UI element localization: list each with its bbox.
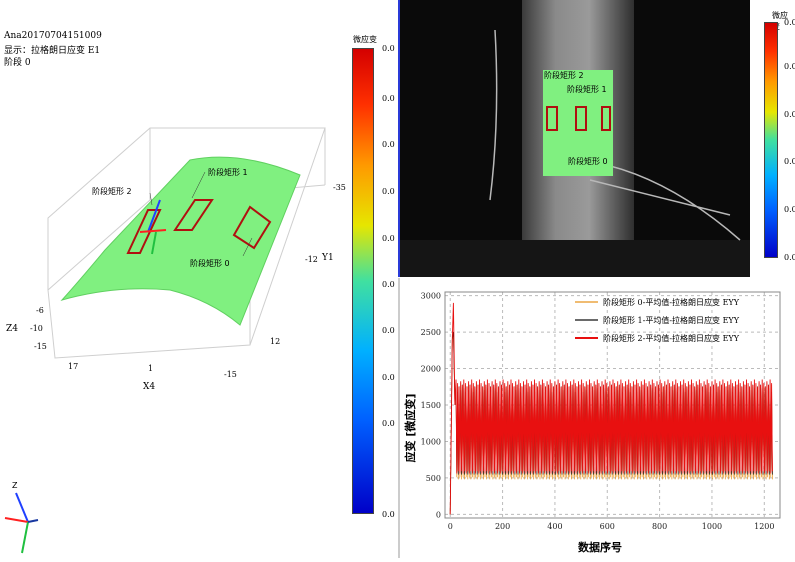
colorbar-label: 0.0 [784, 62, 795, 71]
legend-label: 阶段矩形 1-平均值-拉格朗日应变 EYY [603, 315, 740, 325]
plot-frame [444, 291, 781, 519]
rect-label-1: 阶段矩形 1 [208, 168, 248, 177]
x-tick-label: 600 [600, 522, 615, 531]
photo-rect-label-1: 阶段矩形 1 [567, 85, 607, 94]
y-axis-label: 应变 [微应变] [403, 394, 417, 463]
y-tick: -12 [305, 255, 318, 264]
y-tick: -35 [333, 183, 346, 192]
y-tick-label: 1000 [421, 437, 441, 446]
z-tick: -6 [36, 306, 44, 315]
strain-chart-panel[interactable]: 0 200 400 600 800 1000 1200 0 500 1000 1500 2000 250… [398, 278, 795, 558]
colorbar-label: 0.0 [784, 157, 795, 166]
series-line [449, 332, 773, 515]
rect-label-2: 阶段矩形 2 [92, 187, 132, 196]
colorbar-label: 0.0 [784, 205, 795, 214]
z-tick: -10 [30, 324, 43, 333]
colorbar-label: 0.0 [382, 510, 395, 519]
x-tick-label: 0 [448, 522, 453, 531]
x-tick-label: 200 [495, 522, 510, 531]
x-axis-name: X4 [143, 382, 156, 392]
colorbar-title: 微应变 [353, 35, 377, 44]
y-tick: 12 [270, 337, 281, 346]
y-tick-label: 1500 [421, 401, 441, 410]
photo-rect-label-0: 阶段矩形 0 [568, 157, 608, 166]
3d-scene [4, 127, 326, 554]
x-tick-label: 1000 [702, 522, 722, 531]
strain-chart: 0 200 400 600 800 1000 1200 0 500 1000 1500 2000 250… [403, 291, 781, 554]
photo-rect-label-2: 阶段矩形 2 [544, 71, 584, 80]
y-tick-label: 3000 [421, 292, 441, 301]
stage-rectangles-3d [126, 199, 272, 254]
colorbar-label: 0.0 [382, 234, 395, 243]
strain-surface [60, 156, 301, 326]
series-line [449, 332, 773, 515]
colorbar-label: 0.0 [382, 44, 395, 53]
z-axis-name: Z4 [6, 324, 18, 334]
z-tick: -15 [34, 342, 47, 351]
x-tick-label: 400 [547, 522, 562, 531]
y-tick-label: 0 [436, 510, 441, 519]
colorbar-label: 0.0 [382, 280, 395, 289]
y-tick-label: 2500 [421, 328, 441, 337]
x-tick: 17 [68, 362, 79, 371]
analysis-name: Ana20170704151009 [4, 31, 102, 41]
x-axis-label: 数据序号 [578, 540, 622, 554]
colorbar-left [352, 48, 374, 514]
series-line [449, 302, 773, 515]
colorbar-label: 0.0 [382, 373, 395, 382]
rect-label-0: 阶段矩形 0 [190, 259, 230, 268]
colorbar-label: 0.0 [382, 140, 395, 149]
display-label: 显示：拉格朗日应变 E1 [4, 46, 101, 56]
x-tick: -15 [224, 370, 237, 379]
colorbar-label: 0.0 [784, 110, 795, 119]
y-tick-label: 2000 [421, 365, 441, 374]
colorbar-label: 0.0 [784, 18, 795, 27]
colorbar-label: 0.0 [382, 419, 395, 428]
stage-label: 阶段 0 [4, 58, 31, 68]
chart-axes: 0 200 400 600 800 1000 1200 0 500 1000 1500 2000 250… [421, 291, 781, 531]
colorbar-right [764, 22, 778, 258]
chart-legend: 阶段矩形 0-平均值-拉格朗日应变 EYY 阶段矩形 1-平均值-拉格朗日应变 E… [575, 297, 740, 343]
stage-rectangles-photo [546, 106, 611, 131]
x-tick-label: 1200 [754, 522, 774, 531]
axis-triad [4, 492, 39, 554]
y-axis-name: Y1 [322, 253, 334, 263]
legend-label: 阶段矩形 2-平均值-拉格朗日应变 EYY [603, 333, 740, 343]
triad-z-label: Z [12, 481, 18, 490]
x-tick: 1 [148, 364, 154, 373]
specimen-photo [400, 0, 752, 277]
legend-label: 阶段矩形 0-平均值-拉格朗日应变 EYY [603, 297, 740, 307]
y-tick-label: 500 [426, 474, 441, 483]
colorbar-label: 0.0 [784, 253, 795, 262]
chart-series [449, 302, 773, 515]
3d-viewport[interactable]: Ana20170704151009 显示：拉格朗日应变 E1 阶段 0 [0, 0, 398, 558]
colorbar-label: 0.0 [382, 326, 395, 335]
camera-image[interactable]: 阶段矩形 2 阶段矩形 1 阶段矩形 0 [398, 0, 752, 277]
x-tick-label: 800 [652, 522, 667, 531]
colorbar-label: 0.0 [382, 187, 395, 196]
colorbar-label: 0.0 [382, 94, 395, 103]
